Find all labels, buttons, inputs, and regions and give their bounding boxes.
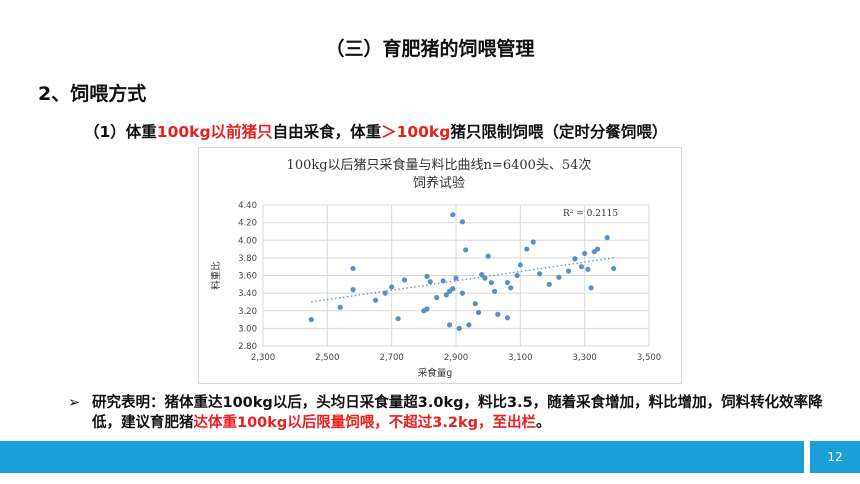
data-point [350, 265, 356, 272]
data-point [472, 301, 478, 307]
rule-text-2: 自由采食，体重 [272, 123, 382, 141]
data-point [611, 265, 617, 272]
data-point [504, 279, 511, 286]
y-tick-label: 4.20 [238, 219, 257, 229]
y-tick-label: 2.80 [238, 342, 257, 352]
data-point [450, 212, 456, 218]
data-point [459, 219, 466, 225]
data-point [475, 309, 482, 316]
data-point [424, 306, 430, 312]
footer-bar [0, 441, 804, 473]
data-point [443, 292, 449, 298]
x-tick-label: 3,100 [508, 353, 532, 363]
data-point [479, 272, 485, 278]
data-point [427, 279, 433, 285]
data-point [466, 322, 472, 328]
r-squared-label: R² = 0.2115 [563, 209, 618, 219]
rule-text-1: （1）体重 [84, 123, 157, 141]
data-point [604, 235, 610, 241]
data-point [508, 285, 514, 291]
note-text-1: 研究表明：猪体重达100kg以后，头均日采食量超3.0kg，料比3.5，随着采食… [92, 395, 823, 431]
chart-title-line2: 饲养试验 [413, 175, 465, 191]
data-point [337, 304, 343, 310]
x-axis-label: 采食量g [418, 367, 453, 379]
data-point [372, 297, 379, 303]
note-highlight: 达体重100kg以后限量饲喂，不超过3.2kg，至出栏 [193, 415, 537, 431]
data-point [401, 277, 408, 283]
data-point [463, 247, 469, 253]
data-point [537, 271, 543, 277]
slide-title: （三）育肥猪的饲喂管理 [325, 38, 535, 60]
data-point [434, 294, 440, 301]
data-point [572, 256, 578, 262]
rule-highlight-2: ＞100kg [381, 123, 451, 141]
data-point [582, 250, 588, 257]
rule-text-3: 猪只限制饲喂（定时分餐饲喂） [450, 123, 668, 141]
feeding-rule-line: （1）体重100kg以前猪只自由采食，体重＞100kg猪只限制饲喂（定时分餐饲喂… [84, 120, 667, 142]
y-tick-label: 4.00 [238, 236, 257, 246]
chart-title: 100kg以后猪只采食量与料比曲线n=6400头、54次 [287, 157, 592, 173]
data-point [492, 288, 498, 294]
data-point [456, 325, 462, 331]
y-tick-label: 3.40 [238, 289, 257, 299]
data-point [524, 246, 530, 252]
data-point [395, 316, 401, 322]
x-tick-label: 2,700 [379, 353, 403, 363]
data-point [459, 290, 466, 296]
research-note: ➢ 研究表明：猪体重达100kg以后，头均日采食量超3.0kg，料比3.5，随着… [68, 393, 828, 433]
x-tick-label: 2,500 [315, 353, 339, 363]
y-tick-label: 3.00 [238, 324, 257, 334]
data-point [308, 316, 314, 323]
data-point [424, 273, 430, 279]
x-tick-label: 2,900 [444, 353, 468, 363]
data-point [565, 268, 572, 274]
data-point [450, 286, 456, 292]
data-point [517, 262, 523, 268]
scatter-chart: 100kg以后猪只采食量与料比曲线n=6400头、54次 饲养试验 2.80 3.00… [198, 147, 682, 384]
data-point [594, 246, 601, 252]
x-tick-label: 3,500 [637, 353, 661, 363]
data-point [530, 239, 536, 245]
data-point [588, 285, 594, 291]
data-point [556, 274, 562, 280]
y-tick-label: 4.40 [238, 201, 257, 211]
data-point [514, 272, 520, 279]
data-point [382, 290, 388, 296]
x-tick-label: 2,300 [251, 353, 275, 363]
section-heading: 2、饲喂方式 [38, 83, 147, 105]
data-point [578, 264, 585, 270]
research-note-text: 研究表明：猪体重达100kg以后，头均日采食量超3.0kg，料比3.5，随着采食… [92, 393, 828, 433]
data-point [585, 266, 591, 272]
x-tick-label: 3,300 [572, 353, 596, 363]
data-point [440, 278, 446, 284]
data-point [485, 253, 491, 259]
y-tick-label: 3.60 [238, 272, 257, 282]
data-point [453, 275, 459, 281]
page-number: 12 [810, 441, 860, 473]
data-point [504, 315, 511, 321]
data-point [350, 287, 356, 293]
trendline [311, 257, 614, 303]
y-tick-label: 3.20 [238, 307, 257, 317]
data-point [488, 279, 494, 286]
y-tick-label: 3.80 [238, 254, 257, 264]
data-point [495, 311, 501, 317]
y-axis-label: 料重比 [210, 261, 222, 290]
data-point [446, 322, 453, 328]
note-text-end: 。 [536, 415, 551, 431]
arrow-right-icon: ➢ [68, 395, 81, 411]
data-point [482, 275, 488, 281]
data-point [389, 284, 395, 290]
rule-highlight-1: 100kg以前猪只 [156, 123, 273, 141]
data-point [546, 281, 552, 287]
